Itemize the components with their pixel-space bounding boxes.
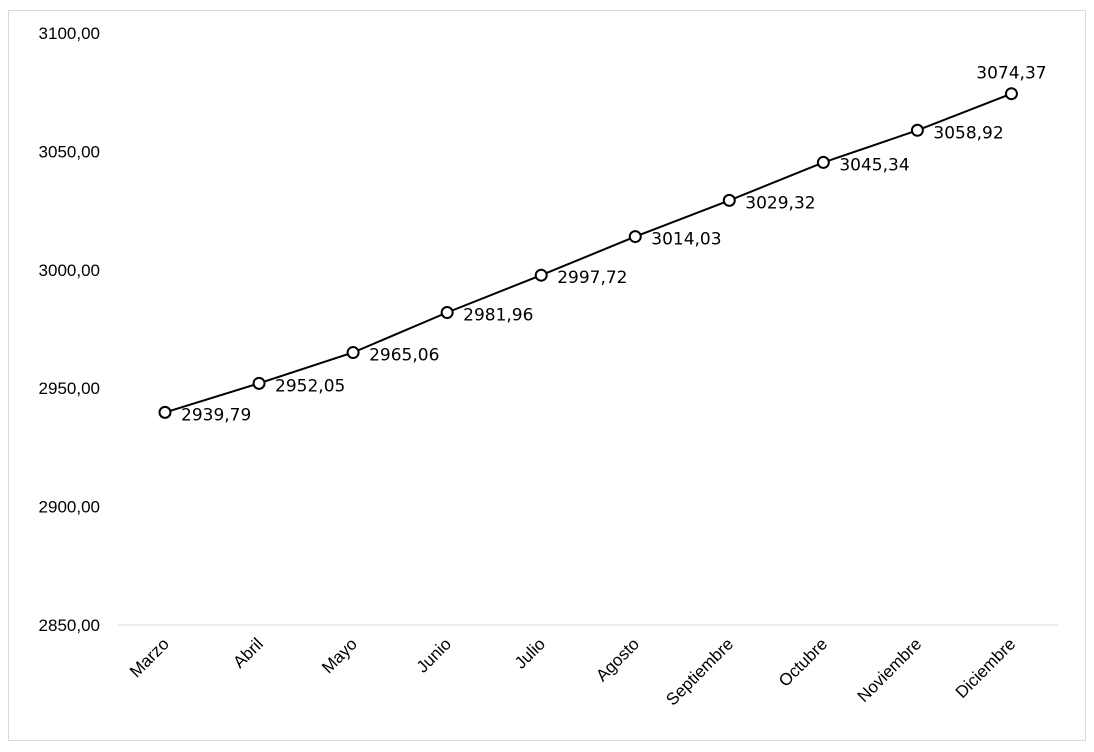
x-tick-label: Noviembre	[854, 634, 926, 706]
data-point	[534, 268, 548, 282]
data-label: 3058,92	[933, 123, 1003, 143]
data-point	[252, 376, 266, 390]
x-tick-label: Mayo	[318, 634, 361, 677]
y-tick-label: 2900,00	[39, 498, 100, 517]
y-tick-label: 2850,00	[39, 616, 100, 635]
y-tick-label: 3050,00	[39, 142, 100, 161]
data-label: 2939,79	[181, 405, 251, 425]
data-point	[1004, 87, 1018, 101]
data-point	[910, 123, 924, 137]
data-label: 2965,06	[369, 346, 439, 366]
data-point	[628, 230, 642, 244]
x-tick-label: Marzo	[126, 634, 173, 681]
data-label: 2997,72	[557, 268, 627, 288]
data-label: 2981,96	[463, 306, 533, 326]
data-label: 3074,37	[976, 64, 1046, 84]
series-line	[164, 92, 1012, 414]
data-label: 2952,05	[275, 376, 345, 396]
x-tick-label: Octubre	[775, 634, 831, 690]
x-tick-label: Julio	[511, 634, 549, 672]
x-tick-label: Junio	[413, 634, 455, 676]
data-label: 3045,34	[839, 155, 909, 175]
x-axis-tick-labels: Marzo Abril Mayo Junio Julio Agosto Septiembre…	[126, 634, 1019, 709]
y-tick-label: 3100,00	[39, 24, 100, 43]
data-labels: 2939,79 2952,05 2965,06 2981,96 2997,72 3014,…	[181, 64, 1047, 426]
data-point	[816, 155, 830, 169]
chart-area	[8, 10, 1086, 741]
x-tick-label: Abril	[229, 634, 266, 671]
x-tick-label: Septiembre	[662, 634, 737, 709]
data-label: 3014,03	[651, 230, 721, 250]
data-label: 3029,32	[745, 193, 815, 213]
data-point	[346, 346, 360, 360]
y-axis-tick-labels: 2850,00 2900,00 2950,00 3000,00 3050,00 3100,…	[39, 24, 100, 635]
y-tick-label: 2950,00	[39, 379, 100, 398]
series-group	[158, 87, 1018, 419]
y-tick-label: 3000,00	[39, 261, 100, 280]
data-point	[722, 193, 736, 207]
data-point	[158, 405, 172, 419]
data-point	[440, 306, 454, 320]
x-tick-label: Agosto	[592, 634, 643, 685]
x-tick-label: Diciembre	[952, 634, 1020, 702]
